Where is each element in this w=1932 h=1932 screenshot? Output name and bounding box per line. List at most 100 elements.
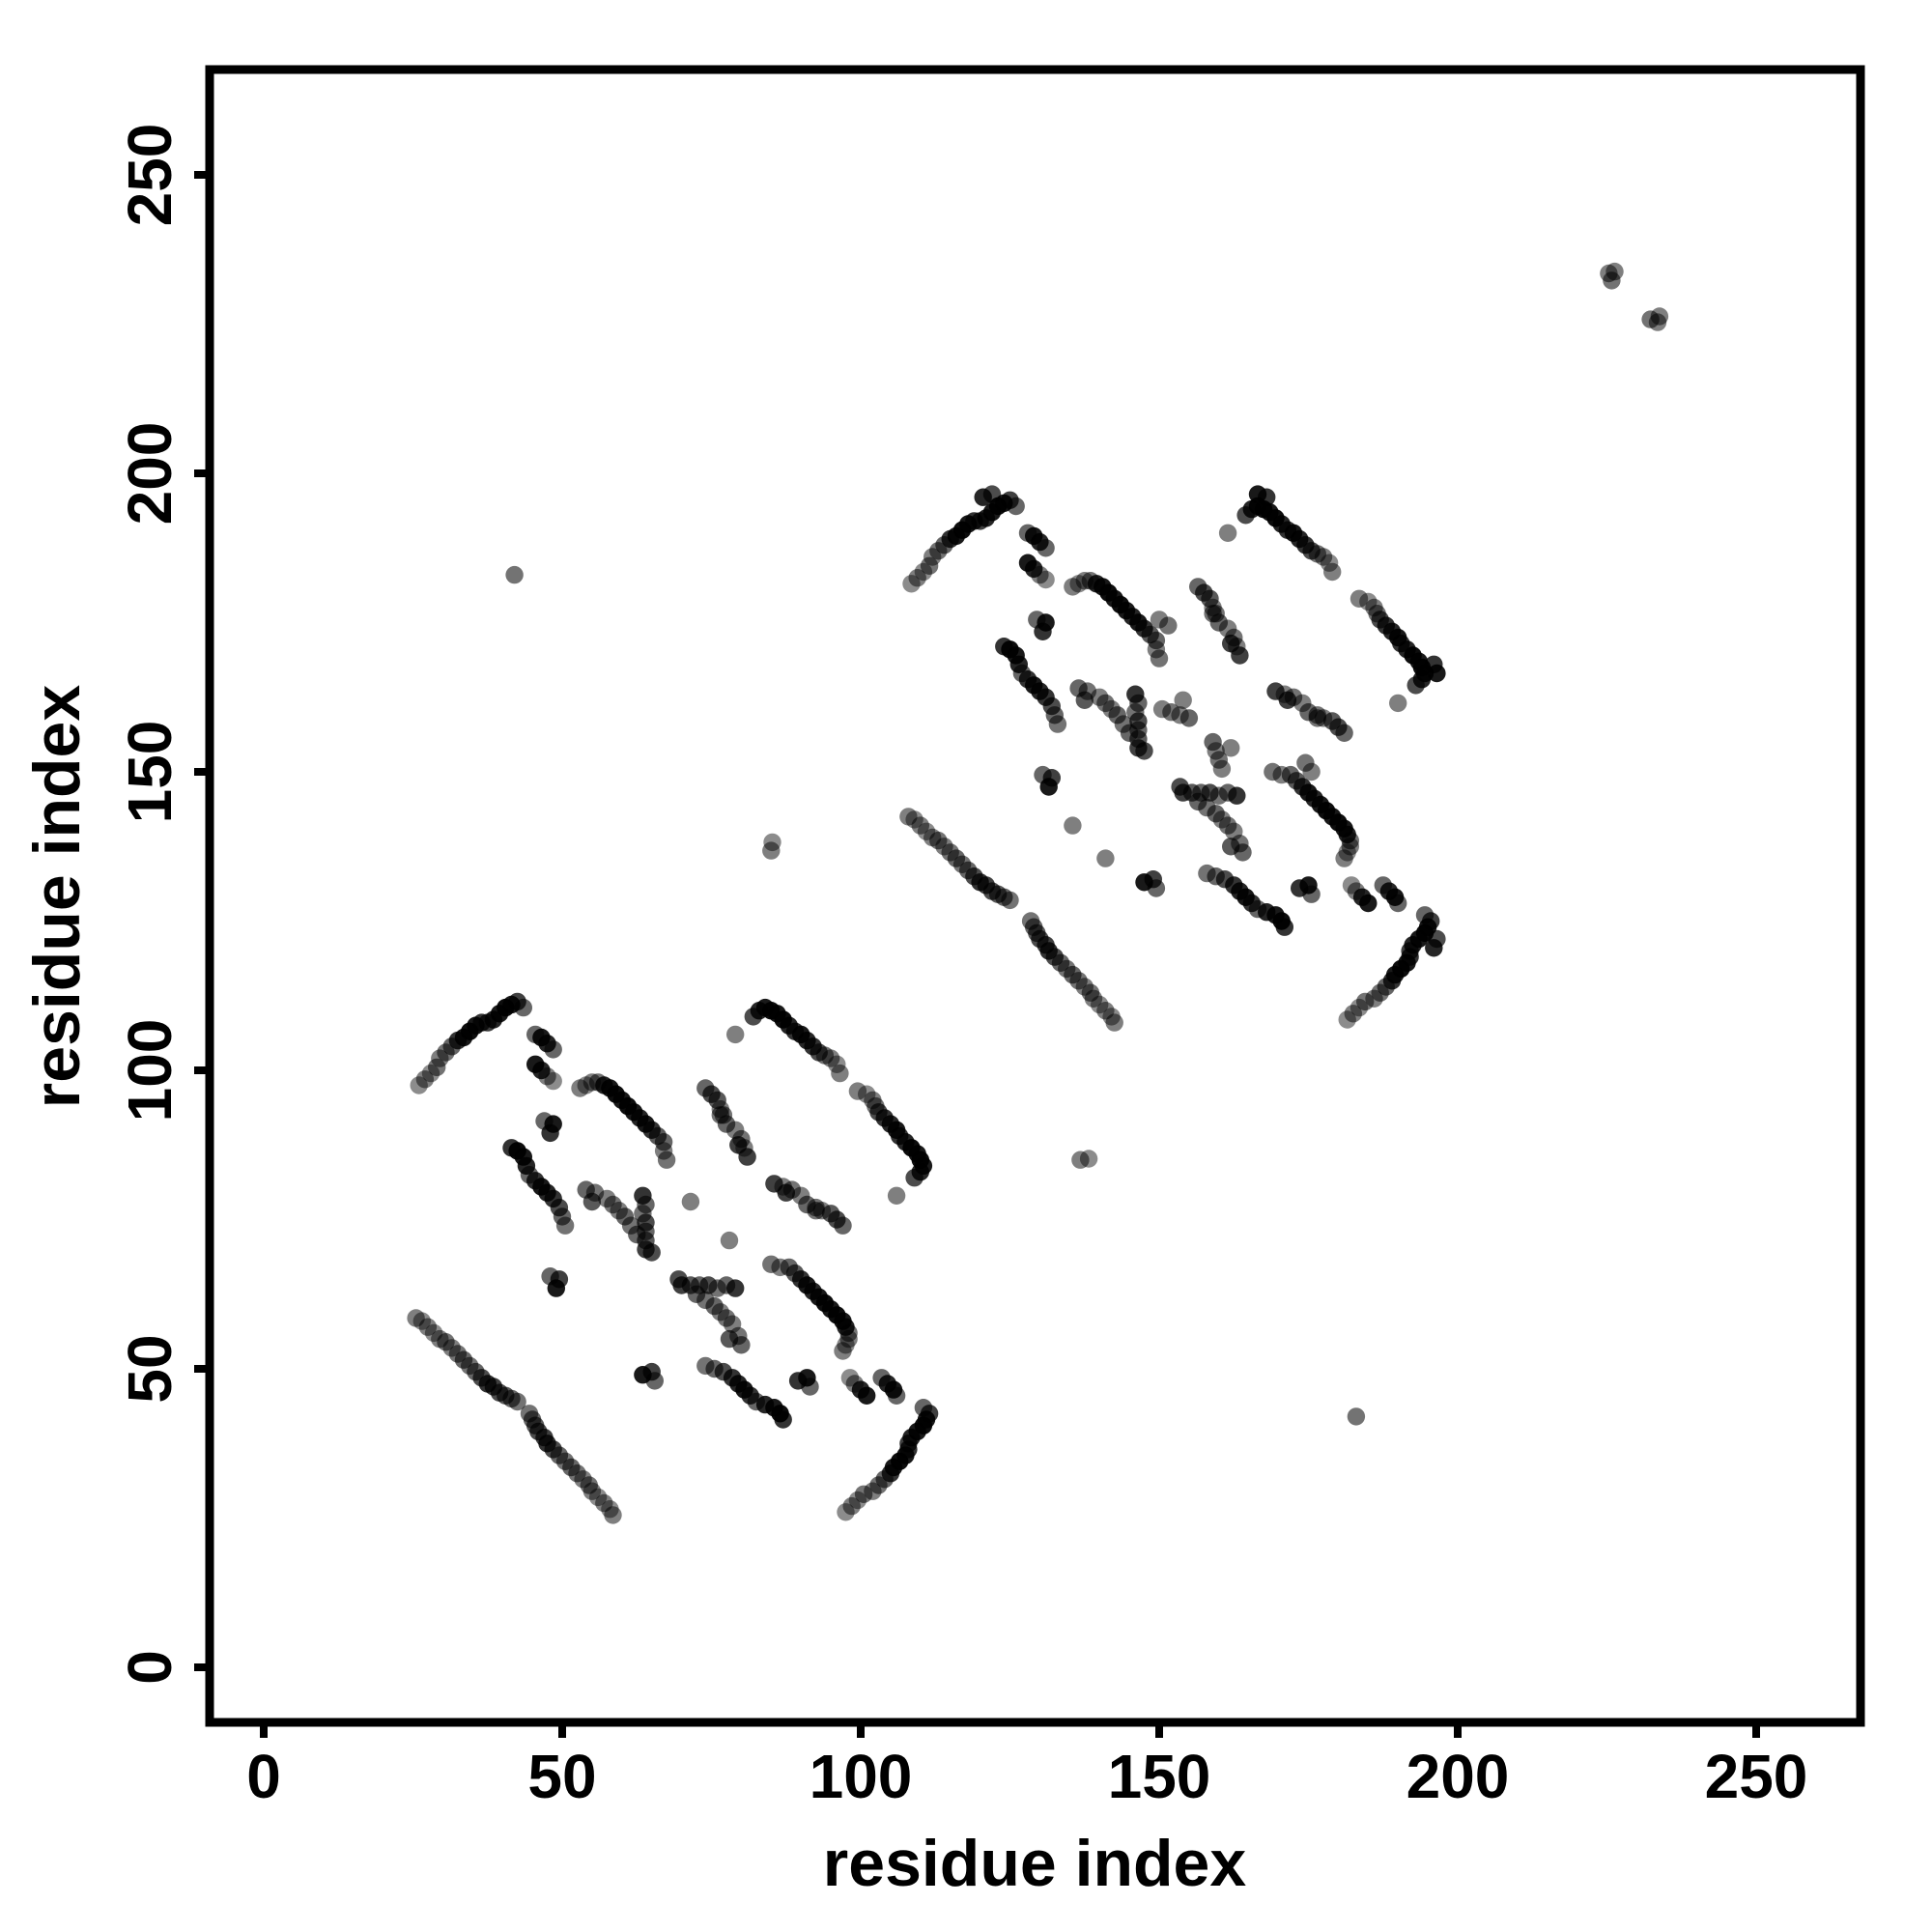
data-point [908,569,926,587]
data-point [807,1202,825,1220]
data-point [538,1067,556,1086]
data-points-layer [407,262,1669,1524]
x-axis: 0 50 100 150 200 250 [246,1722,1807,1811]
data-point [1159,616,1178,635]
data-point [872,1369,891,1387]
data-point [1031,565,1049,584]
x-tick-label: 200 [1406,1742,1510,1811]
data-point [657,1151,676,1169]
data-point [1347,882,1366,900]
data-point [720,1231,739,1250]
data-point [1034,622,1052,640]
data-point [1347,1407,1366,1426]
data-point [864,1091,882,1110]
data-point [1189,792,1208,811]
data-point [555,1216,575,1235]
data-point [1048,715,1067,733]
data-point [1204,732,1222,752]
x-tick-label: 250 [1705,1742,1808,1811]
data-point [642,1243,661,1262]
data-point [1037,539,1055,557]
data-point [1641,310,1660,328]
data-point [1428,929,1446,949]
data-point [848,1082,867,1100]
data-point [696,1356,715,1376]
data-point [788,1372,808,1390]
data-point [544,1071,562,1091]
data-point [687,1285,706,1304]
data-point [1296,753,1315,772]
y-tick-label: 0 [115,1650,185,1685]
data-point [508,1392,526,1411]
data-point [669,1270,688,1289]
data-point [582,1192,602,1211]
data-point [415,1070,435,1089]
data-point [1365,598,1383,617]
x-tick-label: 0 [246,1742,281,1811]
data-point [720,1329,739,1349]
data-point [1374,876,1393,895]
data-point [1021,912,1040,930]
data-point [1415,906,1435,924]
data-point [1314,548,1333,566]
data-point [514,998,532,1017]
data-point [1071,1151,1090,1169]
data-point [547,1279,565,1297]
data-point [628,1225,646,1244]
data-point [1389,694,1407,713]
data-point [821,1049,840,1067]
data-point [505,565,524,584]
x-axis-title: residue index [823,1827,1247,1900]
data-point [726,1025,745,1044]
data-point [418,1318,438,1336]
data-point [762,1255,781,1274]
data-point [1079,1150,1098,1168]
data-point [1264,762,1282,781]
data-point [831,1064,849,1083]
data-point [1323,562,1342,582]
data-point [544,1040,562,1059]
data-point [1204,605,1222,623]
y-tick-label: 100 [115,1019,185,1122]
data-point [845,1375,864,1393]
data-point [842,1496,861,1516]
data-point [1096,1002,1115,1020]
data-point [1064,816,1082,835]
data-point [1135,873,1153,892]
data-point [1007,497,1025,516]
data-point [1198,864,1216,883]
data-point [1001,891,1019,910]
data-point [1120,724,1139,742]
data-point [1135,742,1153,760]
data-point [1150,649,1169,668]
data-point [541,1123,559,1143]
plot-border [205,65,1865,1727]
data-point [762,841,781,860]
x-tick-label: 50 [527,1742,596,1811]
data-point [681,1192,700,1211]
data-point [1222,739,1240,757]
data-point [1174,691,1192,709]
data-point [1096,849,1115,867]
y-tick-label: 200 [115,422,185,526]
data-point [911,816,929,835]
data-point [1218,524,1237,542]
data-point [1603,271,1621,290]
data-point [1222,838,1240,856]
data-point [1350,589,1369,608]
y-axis: 0 50 100 150 200 250 [115,124,210,1685]
data-point [982,485,1002,503]
data-point [914,1399,933,1417]
data-point [1075,691,1094,709]
data-point [1039,778,1058,796]
data-point [1425,655,1443,673]
y-tick-label: 50 [115,1334,185,1403]
data-point [1308,709,1327,727]
data-point [1258,488,1276,506]
data-point [840,1369,860,1387]
y-tick-label: 150 [115,721,185,824]
y-tick-label: 250 [115,124,185,227]
x-tick-label: 150 [1108,1742,1211,1811]
